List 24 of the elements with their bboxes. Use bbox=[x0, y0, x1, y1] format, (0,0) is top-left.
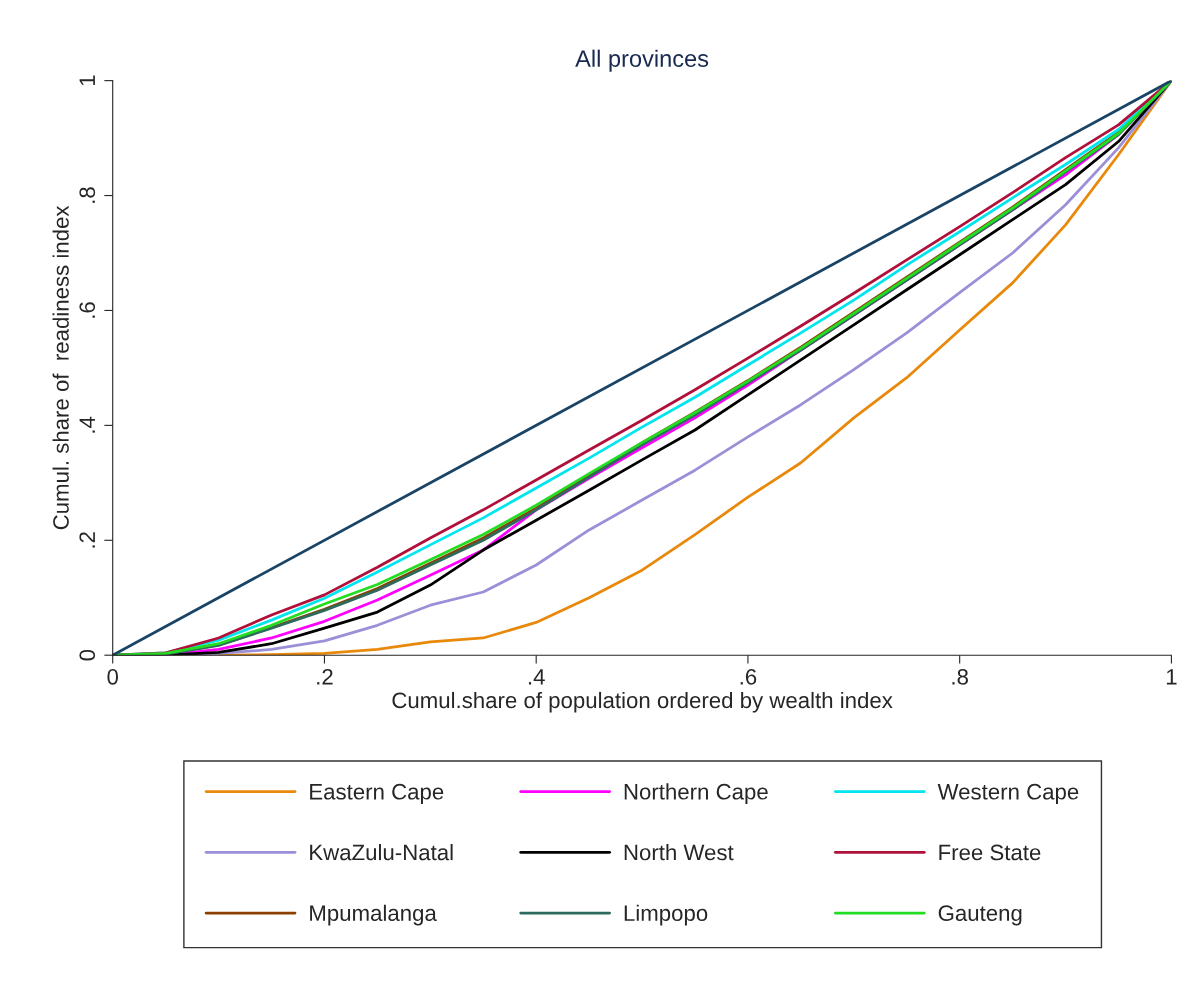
y-tick-label: .2 bbox=[79, 532, 95, 548]
x-tick-label: .6 bbox=[740, 668, 757, 685]
legend-label: Northern Cape bbox=[624, 783, 768, 804]
legend-label: Mpumalanga bbox=[310, 904, 437, 926]
legend-label: Gauteng bbox=[938, 905, 1022, 926]
y-tick-label: .4 bbox=[79, 416, 95, 433]
y-tick-label: .6 bbox=[79, 302, 96, 318]
y-axis-title: Cumul. share of readiness index bbox=[52, 205, 69, 530]
chart-title: All provinces bbox=[575, 49, 709, 72]
x-tick-label: .4 bbox=[528, 669, 545, 685]
x-axis-title: Cumul.share of population ordered by wealth index bbox=[392, 691, 893, 713]
x-tick-label: .8 bbox=[952, 668, 968, 685]
y-tick-label: 1 bbox=[79, 75, 95, 86]
y-tick-label: 0 bbox=[79, 649, 96, 661]
legend-label: KwaZulu-Natal bbox=[310, 844, 453, 861]
legend-label: Limpopo bbox=[624, 904, 708, 926]
x-tick-label: 0 bbox=[107, 668, 119, 685]
x-tick-label: .2 bbox=[317, 668, 333, 685]
legend-label: North West bbox=[624, 844, 734, 861]
x-tick-label: 1 bbox=[1166, 669, 1177, 685]
y-tick-label: .8 bbox=[79, 187, 96, 203]
legend-label: Free State bbox=[939, 844, 1041, 861]
legend-label: Eastern Cape bbox=[310, 783, 444, 804]
legend-label: Western Cape bbox=[937, 783, 1079, 804]
